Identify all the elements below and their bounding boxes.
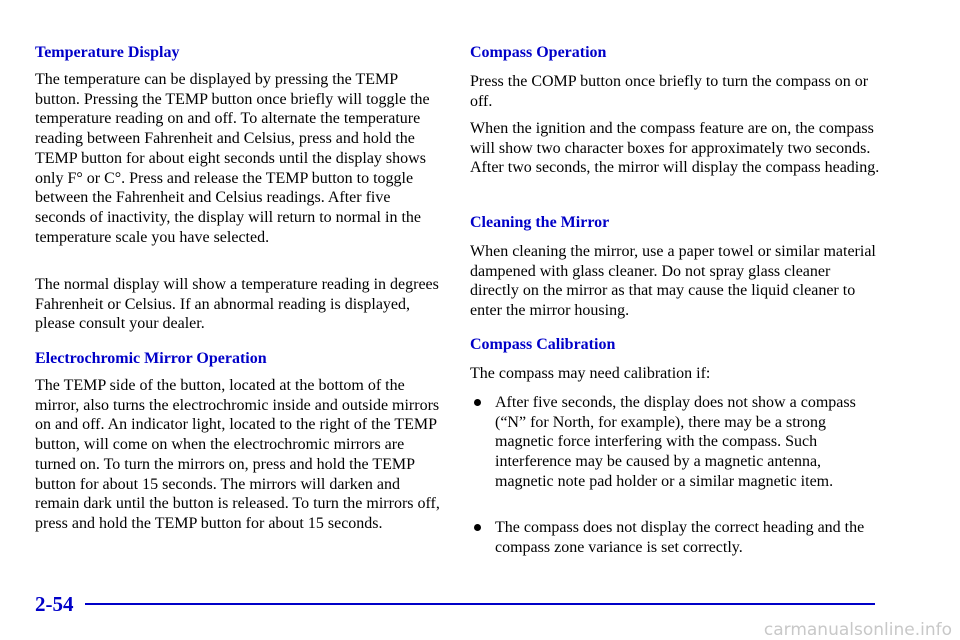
paragraph: Press the COMP button once briefly to tu… <box>470 73 869 110</box>
paragraph: When the ignition and the compass featur… <box>470 120 880 177</box>
paragraph: The compass may need calibration if: <box>470 365 711 382</box>
heading: Cleaning the Mirror <box>470 214 610 231</box>
watermark: carmanualsonline.info <box>763 620 952 640</box>
bullet-text: The compass does not display the correct… <box>495 519 865 556</box>
paragraph: The normal display will show a temperatu… <box>35 276 439 333</box>
footer-rule <box>85 603 875 605</box>
bullet <box>474 524 481 531</box>
heading: Temperature Display <box>35 44 180 61</box>
bullet <box>474 399 481 406</box>
paragraph: The TEMP side of the button, located at … <box>35 377 440 532</box>
heading: Compass Operation <box>470 44 607 61</box>
paragraph: The temperature can be displayed by pres… <box>35 71 430 246</box>
page-number: 2-54 <box>35 592 74 616</box>
heading: Electrochromic Mirror Operation <box>35 350 267 367</box>
paragraph: When cleaning the mirror, use a paper to… <box>470 243 876 320</box>
bullet-text: After five seconds, the display does not… <box>495 394 856 490</box>
heading: Compass Calibration <box>470 336 616 353</box>
